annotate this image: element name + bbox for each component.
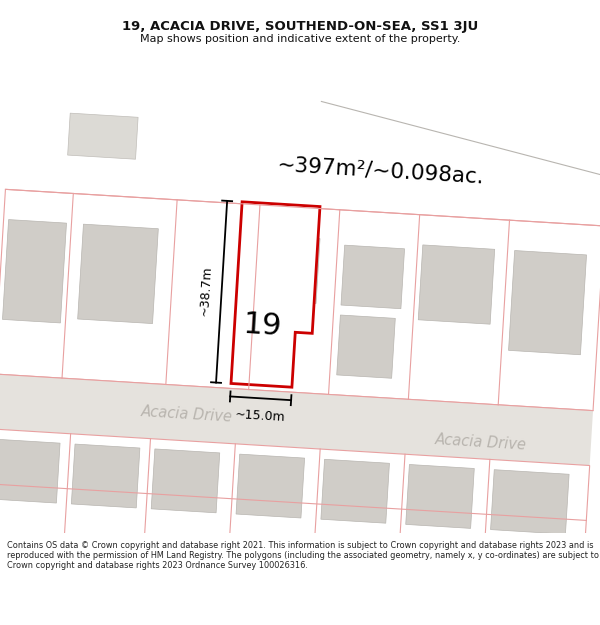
Text: ~38.7m: ~38.7m (197, 265, 214, 316)
Text: ~397m²/~0.098ac.: ~397m²/~0.098ac. (277, 154, 485, 188)
Polygon shape (261, 235, 320, 304)
Polygon shape (68, 113, 138, 159)
Polygon shape (406, 464, 474, 528)
Polygon shape (151, 449, 220, 512)
Polygon shape (418, 245, 494, 324)
Polygon shape (236, 454, 305, 518)
Polygon shape (509, 251, 587, 355)
Polygon shape (0, 429, 590, 595)
Polygon shape (71, 444, 140, 508)
Polygon shape (0, 189, 600, 411)
Polygon shape (337, 315, 395, 378)
Text: Acacia Drive: Acacia Drive (434, 431, 527, 452)
Polygon shape (0, 374, 593, 466)
Text: Acacia Drive: Acacia Drive (141, 404, 233, 424)
Polygon shape (231, 202, 320, 388)
Polygon shape (77, 224, 158, 324)
Text: ~15.0m: ~15.0m (234, 408, 285, 424)
Text: 19: 19 (242, 309, 283, 341)
Text: Contains OS data © Crown copyright and database right 2021. This information is : Contains OS data © Crown copyright and d… (7, 541, 599, 571)
Text: 19, ACACIA DRIVE, SOUTHEND-ON-SEA, SS1 3JU: 19, ACACIA DRIVE, SOUTHEND-ON-SEA, SS1 3… (122, 21, 478, 33)
Text: Map shows position and indicative extent of the property.: Map shows position and indicative extent… (140, 34, 460, 44)
Polygon shape (321, 459, 389, 523)
Polygon shape (491, 470, 569, 534)
Polygon shape (2, 219, 67, 323)
Polygon shape (0, 439, 60, 503)
Polygon shape (341, 245, 404, 309)
